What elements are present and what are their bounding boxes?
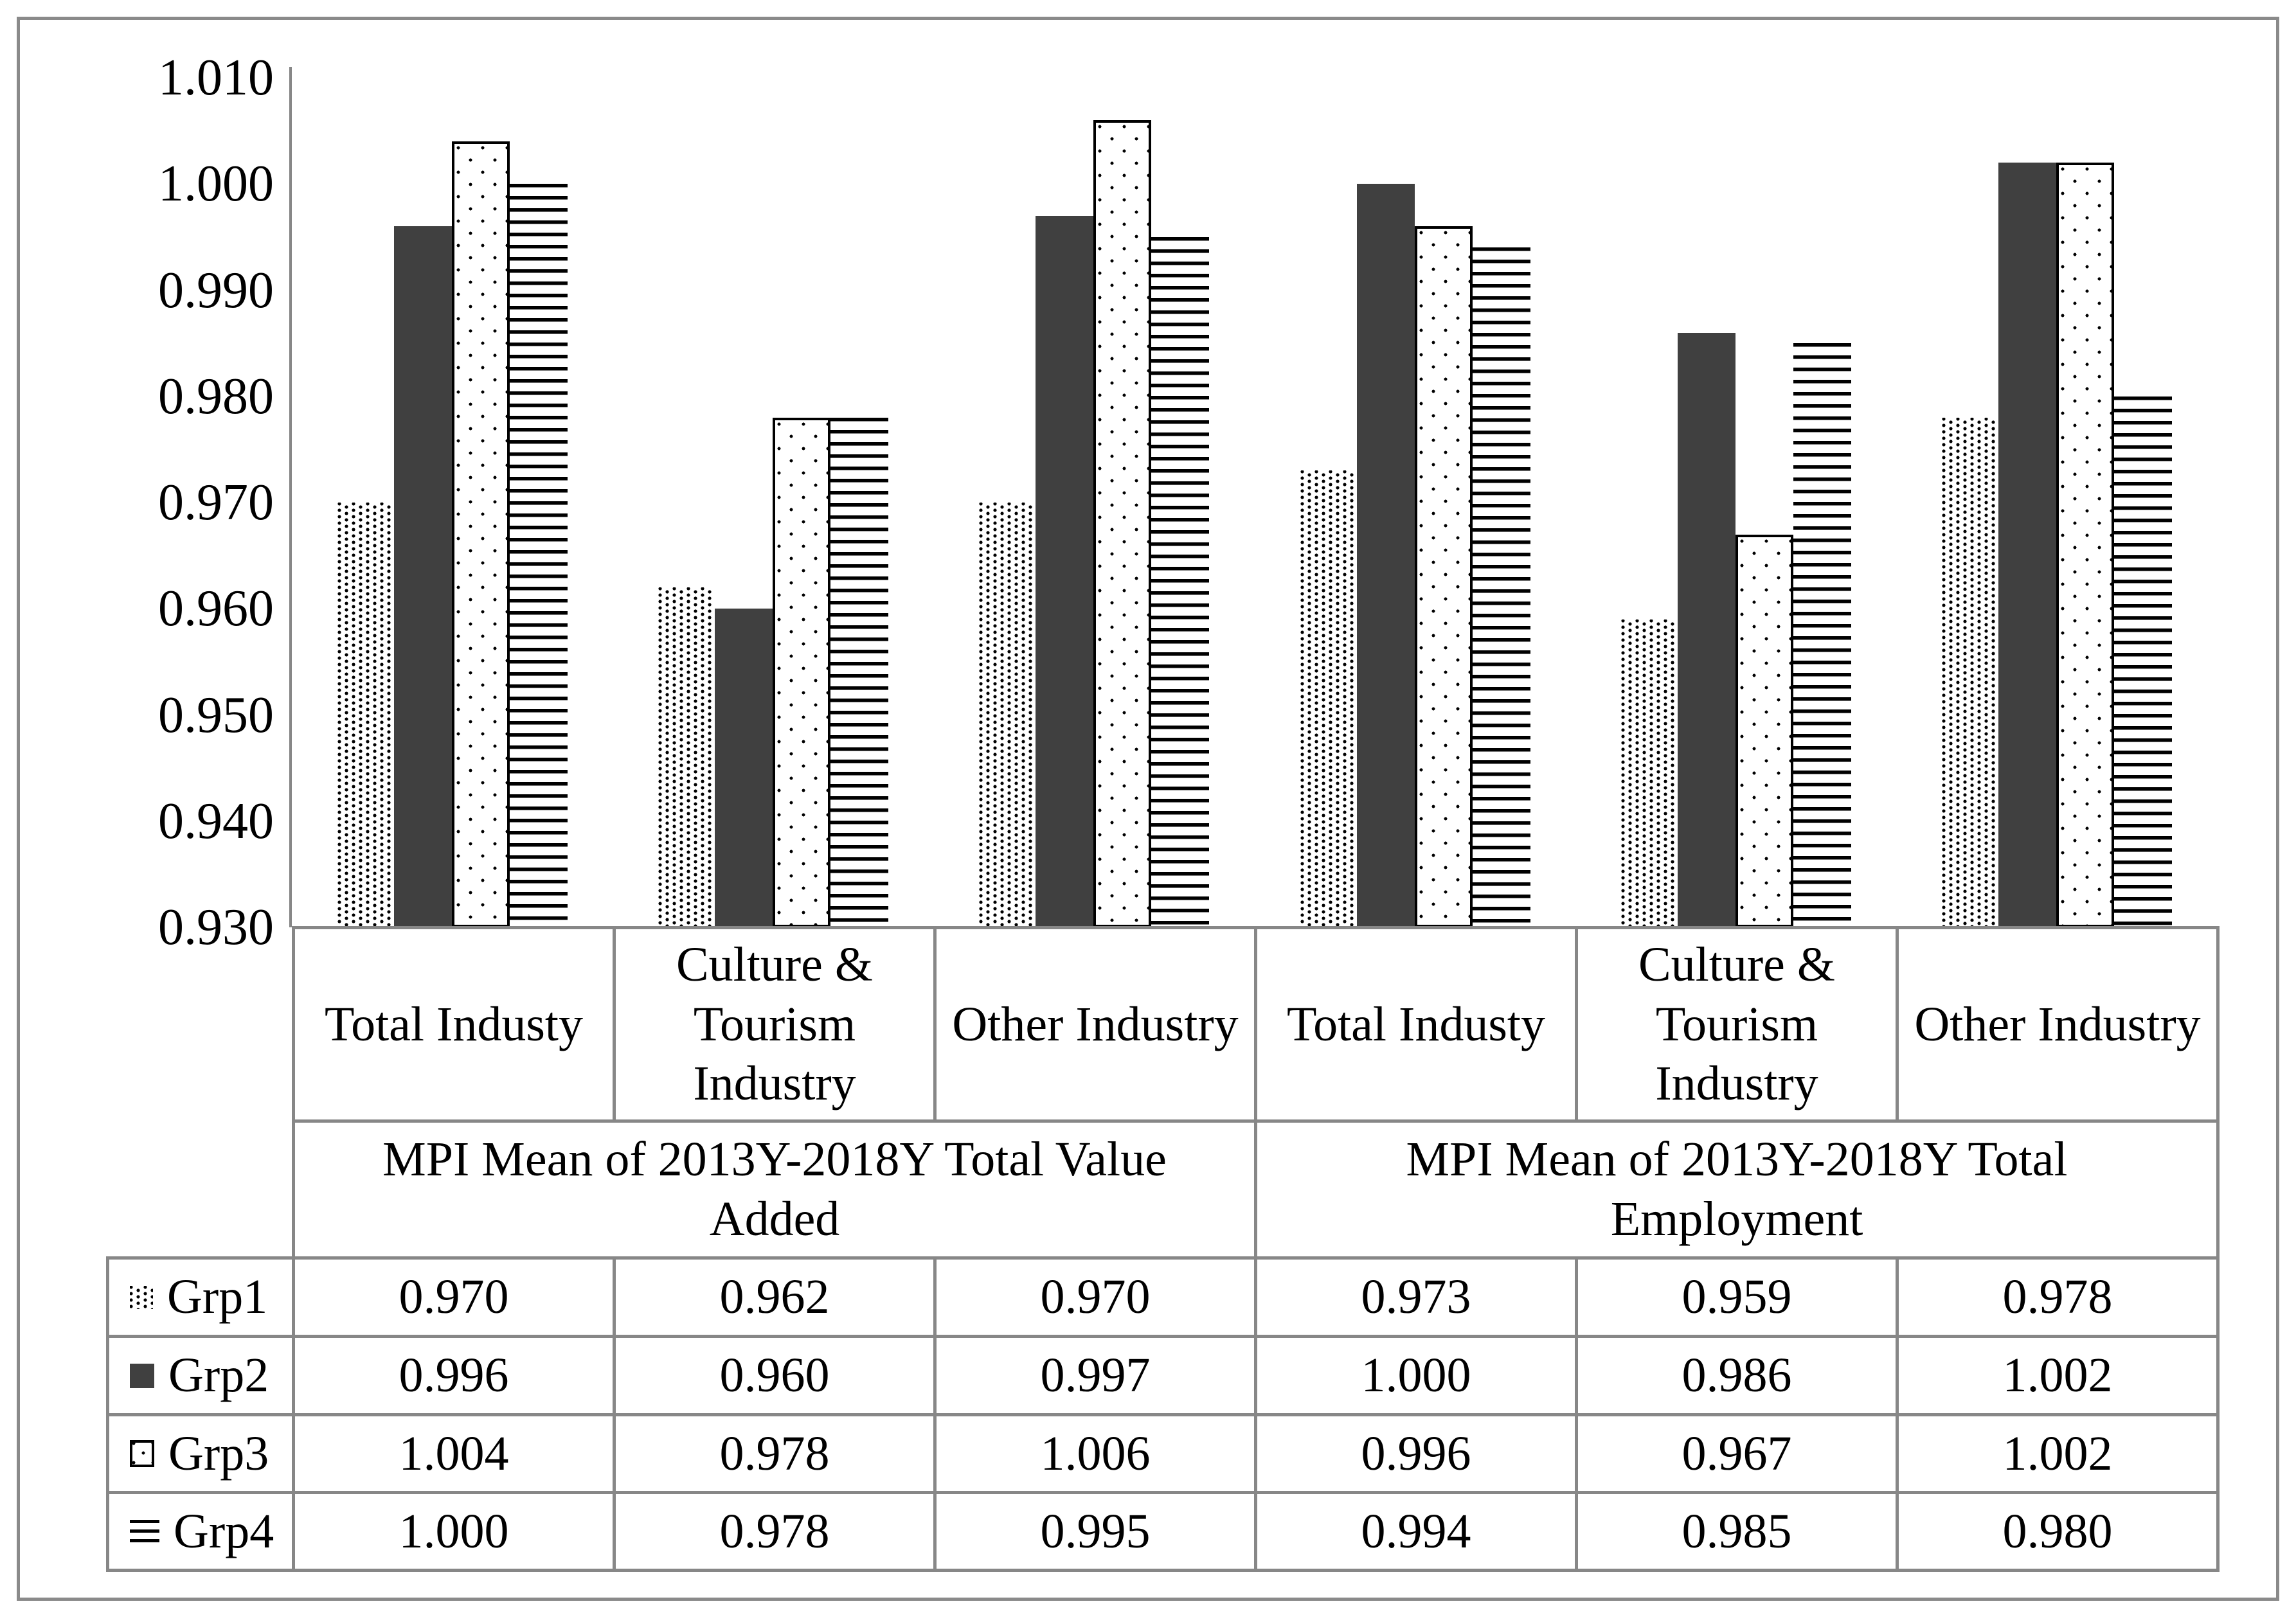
legend-key-sparse-dots-icon [130, 1440, 154, 1467]
legend-cell-grp1: Grp1 [106, 1256, 295, 1338]
table-corner-blank [108, 928, 294, 1121]
bar-grp1-cat6 [1940, 417, 1998, 927]
value-grp4-cat5: 0.985 [1575, 1491, 1899, 1572]
value-grp3-cat6: 1.002 [1896, 1413, 2220, 1494]
value-grp3-cat5: 0.967 [1575, 1413, 1899, 1494]
category-header-3: Other Industry [933, 926, 1257, 1123]
value-grp4-cat3: 0.995 [933, 1491, 1257, 1572]
y-axis-tick-label: 0.970 [158, 474, 274, 531]
value-grp1-cat3: 0.970 [933, 1256, 1257, 1338]
value-grp1-cat6: 0.978 [1896, 1256, 2220, 1338]
legend-label: Grp1 [167, 1270, 268, 1324]
value-grp2-cat6: 1.002 [1896, 1335, 2220, 1416]
value-grp2-cat5: 0.986 [1575, 1335, 1899, 1416]
value-grp4-cat4: 0.994 [1254, 1491, 1578, 1572]
bar-grp3-cat5 [1735, 534, 1793, 927]
category-header-1: Total Industy [292, 926, 616, 1123]
value-grp1-cat4: 0.973 [1254, 1256, 1578, 1338]
bar-grp2-cat4 [1356, 184, 1415, 927]
bar-grp3-cat1 [452, 141, 510, 927]
value-grp3-cat1: 1.004 [292, 1413, 616, 1494]
value-grp3-cat3: 1.006 [933, 1413, 1257, 1494]
bar-grp1-cat3 [978, 503, 1036, 927]
bar-grp4-cat5 [1793, 343, 1851, 927]
bar-grp1-cat1 [336, 503, 394, 927]
y-axis-tick-label: 1.010 [158, 49, 274, 106]
value-grp3-cat4: 0.996 [1254, 1413, 1578, 1494]
bar-grp4-cat3 [1151, 236, 1210, 927]
bar-grp4-cat2 [830, 417, 889, 927]
bar-grp4-cat6 [2113, 396, 2172, 927]
bar-grp3-cat6 [2056, 163, 2114, 927]
category-header-6: Other Industry [1896, 926, 2220, 1123]
value-grp1-cat2: 0.962 [613, 1256, 937, 1338]
bar-grp4-cat1 [510, 184, 568, 927]
value-grp3-cat2: 0.978 [613, 1413, 937, 1494]
legend-label: Grp4 [174, 1504, 274, 1558]
legend-cell-grp2: Grp2 [106, 1335, 295, 1416]
category-header-4: Total Industy [1254, 926, 1578, 1123]
bar-grp2-cat6 [1998, 163, 2056, 927]
category-header-2: Culture & Tourism Industry [613, 926, 937, 1123]
y-axis-tick-label: 0.930 [158, 899, 274, 956]
group-header-1: MPI Mean of 2013Y-2018Y Total Value Adde… [292, 1119, 1257, 1260]
legend-cell-grp4: Grp4 [106, 1491, 295, 1572]
value-grp4-cat6: 0.980 [1896, 1491, 2220, 1572]
y-axis-tick-label: 0.990 [158, 262, 274, 319]
legend-cell-grp3: Grp3 [106, 1413, 295, 1494]
value-grp2-cat3: 0.997 [933, 1335, 1257, 1416]
value-grp2-cat2: 0.960 [613, 1335, 937, 1416]
value-grp2-cat1: 0.996 [292, 1335, 616, 1416]
bar-grp1-cat5 [1619, 619, 1678, 927]
legend-key-h-lines-icon [130, 1520, 159, 1543]
legend-key-solid-icon [130, 1363, 154, 1388]
y-axis-tick-label: 0.980 [158, 368, 274, 425]
bar-grp2-cat3 [1036, 215, 1094, 927]
bar-grp2-cat5 [1677, 332, 1735, 927]
value-grp4-cat1: 1.000 [292, 1491, 616, 1572]
table-corner-blank [108, 1121, 294, 1258]
bar-grp3-cat2 [773, 417, 831, 927]
y-axis-tick-label: 0.950 [158, 686, 274, 744]
y-axis-tick-label: 0.960 [158, 580, 274, 637]
bar-grp3-cat4 [1414, 226, 1473, 927]
value-grp2-cat4: 1.000 [1254, 1335, 1578, 1416]
bar-grp1-cat2 [657, 587, 715, 927]
data-table: Total Industy Culture & Tourism Industry O… [106, 926, 2220, 1572]
y-axis-tick-label: 1.000 [158, 156, 274, 213]
legend-label: Grp2 [168, 1348, 269, 1403]
bar-grp2-cat1 [394, 226, 452, 927]
y-axis-tick-label: 0.940 [158, 792, 274, 850]
legend-key-fine-dots-icon [130, 1285, 153, 1309]
value-grp4-cat2: 0.978 [613, 1491, 937, 1572]
bar-grp4-cat4 [1472, 247, 1530, 927]
bar-grp2-cat2 [715, 609, 773, 927]
bar-grp3-cat3 [1093, 120, 1152, 927]
group-header-2: MPI Mean of 2013Y-2018Y Total Employment [1254, 1119, 2220, 1260]
category-header-5: Culture & Tourism Industry [1575, 926, 1899, 1123]
bar-grp1-cat4 [1298, 470, 1357, 927]
value-grp1-cat1: 0.970 [292, 1256, 616, 1338]
y-axis-line [289, 67, 292, 927]
value-grp1-cat5: 0.959 [1575, 1256, 1899, 1338]
legend-label: Grp3 [168, 1426, 269, 1481]
